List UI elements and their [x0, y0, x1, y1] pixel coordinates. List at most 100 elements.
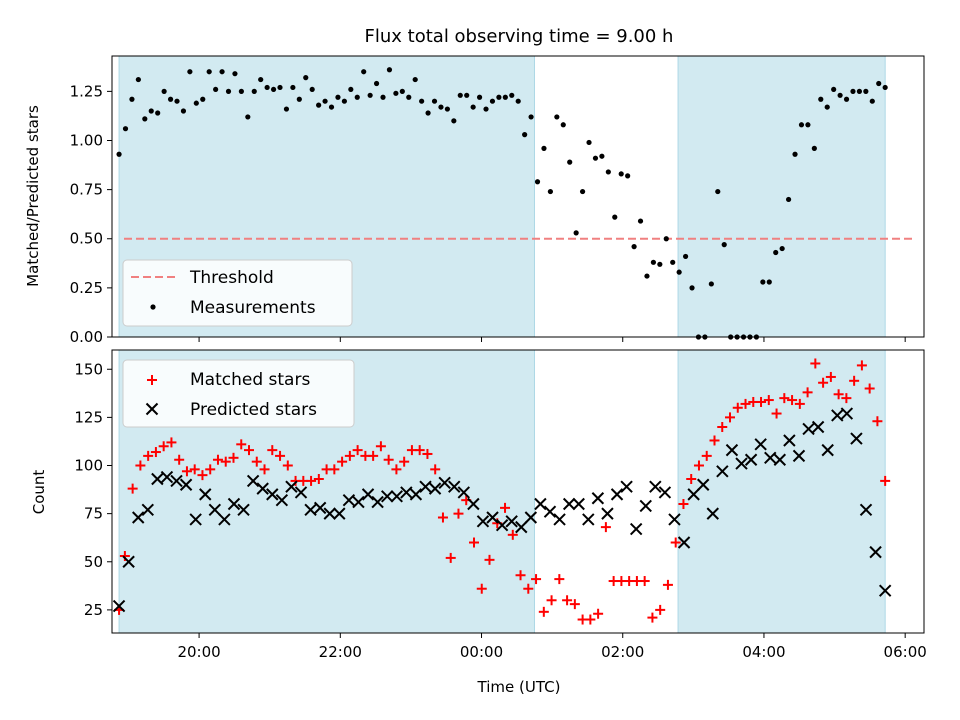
matched-point — [158, 441, 169, 452]
measurement-point — [180, 108, 187, 114]
legend-label-predicted: Predicted stars — [190, 400, 317, 420]
measurement-point — [470, 104, 476, 110]
predicted-point — [476, 515, 490, 528]
predicted-point — [687, 488, 700, 501]
matched-point — [787, 395, 798, 406]
matched-point — [251, 456, 262, 467]
matched-point — [422, 448, 433, 459]
measurement-point — [882, 84, 888, 91]
measurement-point — [843, 96, 850, 102]
matched-point — [655, 604, 666, 615]
measurement-point — [496, 94, 502, 100]
measurement-point — [245, 114, 251, 120]
predicted-point — [572, 497, 585, 511]
matched-point — [771, 408, 782, 419]
measurement-point — [625, 173, 631, 179]
predicted-point — [859, 503, 873, 516]
legend-measurement-swatch — [150, 304, 156, 310]
shaded-window — [677, 349, 886, 634]
legend-top: Threshold Measurements — [122, 259, 353, 327]
measurement-point — [309, 86, 315, 93]
measurement-point — [316, 102, 322, 108]
measurement-point — [837, 92, 843, 98]
matched-point — [794, 398, 805, 409]
measurement-point — [785, 196, 792, 203]
predicted-point — [179, 478, 193, 491]
measurement-point — [335, 94, 341, 100]
predicted-point — [199, 488, 212, 501]
predicted-point — [419, 480, 432, 493]
matched-point — [399, 456, 410, 467]
matched-point — [282, 460, 293, 471]
matched-point — [391, 464, 402, 475]
matched-point — [546, 595, 557, 606]
measurement-point — [612, 214, 618, 220]
matched-point — [127, 483, 138, 494]
y-tick-label: 0.75 — [70, 181, 103, 199]
measurement-point — [200, 96, 206, 102]
predicted-point — [495, 518, 509, 532]
measurement-point — [547, 188, 553, 195]
x-tick-label: 02:00 — [601, 643, 644, 661]
measurement-point — [682, 253, 689, 260]
y-tick-label: 0.25 — [70, 279, 103, 297]
matched-point — [468, 537, 479, 548]
measurement-point — [824, 104, 830, 110]
matched-point — [205, 464, 216, 475]
measurement-point — [811, 145, 817, 151]
measurement-point — [560, 122, 566, 128]
measurement-point — [303, 75, 309, 81]
predicted-point — [380, 490, 394, 503]
y-tick-label: 1.25 — [70, 82, 103, 100]
y-tick-label: 0.50 — [70, 230, 103, 248]
legend-box — [122, 259, 353, 327]
measurement-point — [592, 155, 599, 161]
predicted-point — [505, 515, 518, 528]
matched-point — [732, 402, 743, 413]
matched-point — [453, 508, 464, 519]
measurement-point — [509, 92, 515, 98]
predicted-point — [256, 482, 269, 495]
ratio-panel: 0.00 0.25 0.50 0.75 1.00 1.25 Threshold Measure… — [70, 55, 925, 346]
measurement-point — [419, 98, 425, 104]
matched-point — [212, 454, 223, 465]
matched-point — [368, 450, 379, 461]
predicted-point — [160, 470, 174, 484]
measurement-point — [219, 69, 225, 75]
predicted-point — [773, 453, 787, 466]
predicted-point — [697, 478, 710, 491]
predicted-point — [831, 409, 844, 422]
measurement-point — [863, 88, 869, 94]
matched-point — [523, 583, 534, 594]
measurement-point — [296, 96, 302, 102]
matched-point — [779, 393, 790, 404]
matched-point — [639, 576, 650, 587]
measurement-point — [657, 261, 663, 267]
matched-point — [383, 454, 394, 465]
chart-title: Flux total observing time = 9.00 h — [365, 26, 674, 47]
matched-point — [647, 612, 658, 623]
measurement-point — [161, 88, 167, 94]
count-panel: 25 50 75 100 125 150 20:00 22:00 00:00 02:00 04:00… — [74, 349, 927, 661]
matched-point — [437, 512, 448, 523]
measurement-point — [451, 118, 457, 124]
measurement-point — [869, 98, 875, 104]
measurement-point — [676, 269, 682, 275]
predicted-point — [285, 480, 298, 493]
y-tick-label: 100 — [74, 457, 103, 475]
predicted-point — [400, 486, 413, 499]
measurement-point — [489, 98, 496, 104]
matched-point — [344, 450, 355, 461]
matched-point — [414, 445, 425, 456]
matched-point — [825, 371, 836, 382]
x-axis-label: Time (UTC) — [477, 678, 561, 696]
measurement-point — [618, 171, 624, 177]
x-tick-label: 00:00 — [460, 643, 503, 661]
legend-box — [122, 359, 355, 428]
measurement-point — [689, 285, 695, 291]
measurement-point — [541, 145, 547, 151]
matched-point — [693, 460, 704, 471]
measurement-point — [225, 88, 232, 94]
measurement-point — [502, 94, 508, 100]
matched-point — [220, 456, 231, 467]
